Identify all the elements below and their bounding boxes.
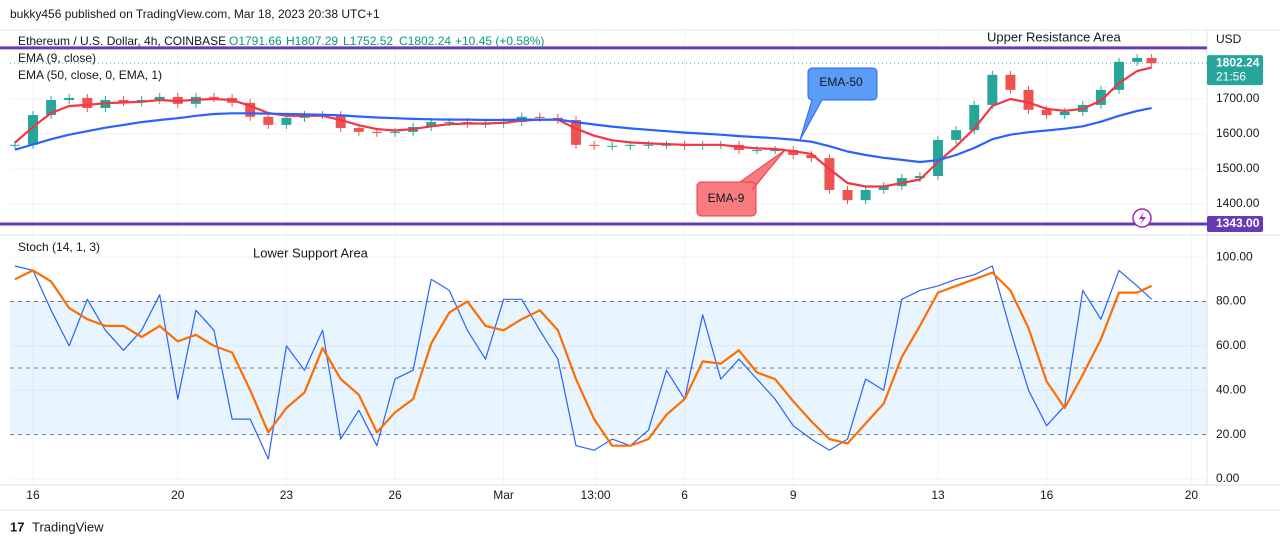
candle	[82, 97, 93, 109]
candle	[1059, 111, 1070, 116]
annotation: Lower Support Area	[253, 245, 369, 260]
ohlc-low: L1752.52	[343, 34, 393, 48]
candle	[9, 144, 20, 146]
y-tick-label: 20.00	[1216, 427, 1246, 441]
ohlc-open: O1791.66	[229, 34, 282, 48]
candle	[788, 150, 799, 155]
candle	[1005, 74, 1016, 90]
currency: USD	[1216, 32, 1242, 46]
candle	[914, 175, 925, 179]
candle	[209, 96, 219, 98]
candle	[752, 150, 762, 152]
publisher: bukky456 published on TradingView.com, M…	[10, 7, 380, 21]
price-tag	[1207, 215, 1263, 232]
candle	[878, 186, 889, 190]
x-tick-label: 23	[280, 488, 294, 502]
x-tick-label: 20	[1185, 488, 1199, 502]
logo: 17	[10, 519, 24, 534]
candle	[154, 96, 165, 101]
candle	[245, 102, 256, 117]
callout-label: EMA-50	[819, 75, 863, 89]
y-tick-label: 80.00	[1216, 294, 1246, 308]
candle	[951, 130, 962, 140]
brand: TradingView	[32, 519, 104, 534]
candle	[842, 189, 853, 201]
candle	[1095, 89, 1106, 105]
candle	[534, 116, 545, 118]
callout-label: EMA-9	[708, 191, 745, 205]
candle	[1132, 58, 1143, 62]
y-tick-label: 0.00	[1216, 471, 1240, 485]
line	[14, 107, 1152, 164]
line	[14, 265, 1153, 460]
countdown: 21:56	[1216, 69, 1246, 83]
x-tick-label: 16	[1040, 488, 1054, 502]
x-tick-label: 13:00	[581, 488, 611, 502]
candle	[589, 144, 600, 146]
candle	[1146, 58, 1157, 64]
candle	[46, 100, 57, 116]
candle	[118, 100, 129, 103]
candle	[625, 144, 636, 146]
candle	[28, 115, 38, 145]
symbol: Ethereum / U.S. Dollar, 4h, COINBASE	[18, 34, 226, 48]
candle	[1041, 109, 1052, 116]
candle	[1023, 89, 1034, 110]
candle	[281, 117, 292, 125]
callout	[799, 67, 878, 141]
candle	[335, 115, 346, 129]
y-tick-label: 1700.00	[1216, 91, 1260, 105]
candle	[371, 131, 382, 133]
line	[14, 269, 1153, 447]
candle	[860, 189, 871, 201]
candle	[770, 150, 781, 152]
x-tick-label: Mar	[493, 488, 514, 502]
x-tick-label: 16	[26, 488, 40, 502]
stoch-title: Stoch (14, 1, 3)	[18, 240, 100, 254]
x-tick-label: 6	[681, 488, 688, 502]
candle	[1114, 61, 1125, 90]
price-tag-label: 1802.24	[1216, 55, 1260, 69]
callout	[696, 149, 786, 217]
candle	[824, 158, 835, 190]
candle	[987, 74, 998, 105]
candle	[426, 122, 437, 127]
candle	[571, 119, 581, 145]
candle	[969, 104, 980, 131]
legend-entry: EMA (9, close)	[18, 51, 96, 65]
annotation: Upper Resistance Area	[987, 29, 1121, 44]
x-tick-label: 20	[171, 488, 185, 502]
candle	[263, 116, 274, 125]
x-tick-label: 9	[790, 488, 797, 502]
ohlc-high: H1807.29	[286, 34, 338, 48]
y-tick-label: 60.00	[1216, 338, 1246, 352]
line	[14, 66, 1152, 188]
price-tag-label: 1343.00	[1216, 216, 1260, 230]
candle	[933, 139, 944, 176]
candle	[444, 122, 455, 124]
y-tick-label: 1600.00	[1216, 126, 1260, 140]
x-tick-label: 13	[931, 488, 945, 502]
y-tick-label: 1400.00	[1216, 196, 1260, 210]
candle	[353, 128, 364, 132]
stoch-band	[10, 301, 1207, 435]
ohlc-close: C1802.24	[399, 34, 451, 48]
y-tick-label: 1500.00	[1216, 161, 1260, 175]
y-tick-label: 100.00	[1216, 249, 1253, 263]
candle	[607, 145, 618, 147]
candle	[64, 97, 75, 101]
ohlc-change: +10.45 (+0.58%)	[455, 34, 544, 48]
candle	[661, 144, 672, 146]
price-tag	[1207, 55, 1263, 86]
y-tick-label: 40.00	[1216, 382, 1246, 396]
alert-icon	[1139, 212, 1146, 225]
candle	[806, 154, 817, 159]
legend-entry: EMA (50, close, 0, EMA, 1)	[18, 68, 162, 82]
candle	[390, 131, 400, 133]
x-tick-label: 26	[388, 488, 402, 502]
candle	[643, 144, 654, 146]
